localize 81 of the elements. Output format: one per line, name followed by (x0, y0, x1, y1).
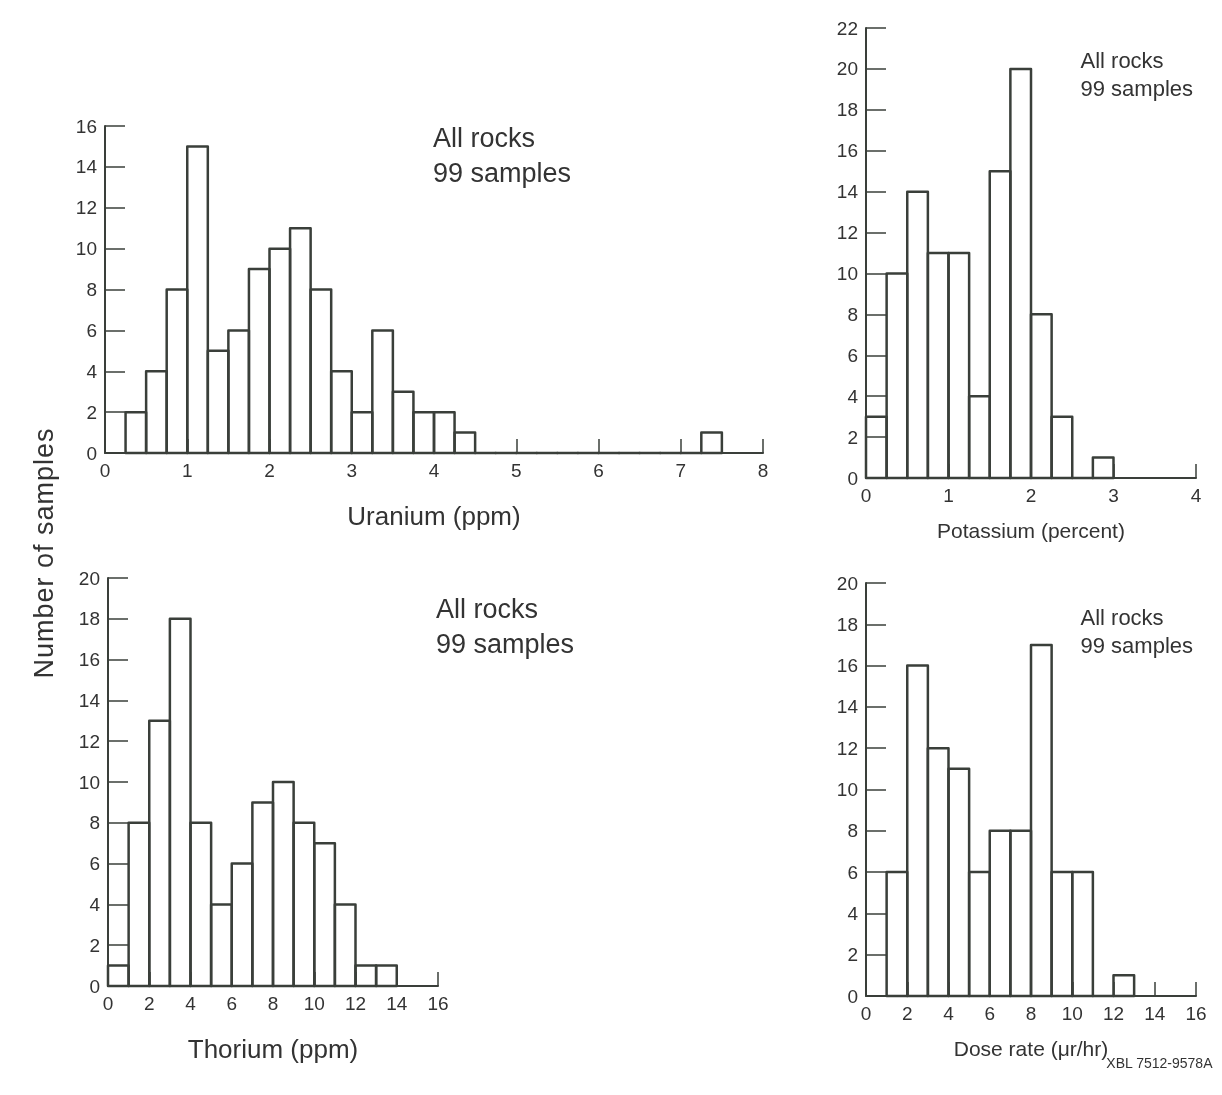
x-tick-label: 6 (593, 460, 604, 481)
y-tick-label: 18 (78, 608, 100, 630)
y-tick-label: 8 (847, 820, 858, 842)
y-axis-title: Number of samples (28, 427, 60, 679)
x-tick-label: 3 (1108, 485, 1119, 506)
x-tick-label: 14 (1144, 1003, 1166, 1024)
x-tick-label: 14 (386, 993, 408, 1014)
y-tick-label: 12 (836, 737, 858, 759)
y-tick-label: 20 (836, 58, 858, 80)
y-tick-label: 2 (86, 401, 97, 423)
x-tick-label: 2 (264, 460, 275, 481)
x-tick-label: 1 (943, 485, 954, 506)
x-tick-label: 2 (1025, 485, 1037, 506)
y-tick-label: 4 (847, 385, 859, 407)
y-tick-label: 8 (847, 303, 858, 325)
y-tick-label: 10 (836, 779, 858, 800)
x-tick-label: 6 (226, 993, 238, 1014)
x-axis-title: Uranium (ppm) (347, 501, 521, 531)
x-tick-label: 4 (943, 1003, 955, 1024)
y-tick-label: 10 (75, 238, 97, 260)
y-tick-label: 14 (836, 696, 859, 718)
x-tick-label: 4 (1190, 485, 1202, 506)
x-tick-label: 0 (860, 1003, 872, 1024)
y-tick-label: 12 (78, 730, 100, 752)
y-tick-label: 6 (847, 861, 858, 883)
x-tick-label: 7 (675, 460, 687, 481)
y-tick-label: 0 (86, 442, 97, 464)
y-tick-label: 2 (847, 944, 858, 966)
x-tick-label: 6 (984, 1003, 996, 1024)
x-tick-label: 8 (757, 460, 769, 481)
y-tick-label: 2 (89, 934, 100, 956)
x-tick-label: 2 (901, 1003, 913, 1024)
x-tick-label: 4 (428, 460, 440, 481)
y-tick-label: 12 (75, 197, 97, 219)
x-tick-label: 3 (346, 460, 358, 481)
y-tick-label: 6 (89, 853, 100, 875)
y-tick-label: 22 (836, 17, 858, 39)
annotation: All rocks 99 samples (436, 593, 575, 659)
y-tick-label: 8 (89, 812, 100, 834)
y-tick-label: 2 (847, 426, 858, 448)
x-tick-label: 10 (303, 993, 325, 1014)
y-tick-label: 14 (836, 181, 859, 203)
y-tick-label: 4 (86, 360, 98, 382)
x-tick-label: 0 (860, 485, 872, 506)
y-tick-label: 14 (75, 156, 98, 178)
x-tick-label: 5 (510, 460, 522, 481)
x-axis-title: Potassium (percent) (937, 519, 1125, 542)
y-tick-label: 20 (78, 567, 100, 589)
text: XBL 7512-9578A (1106, 1055, 1214, 1071)
y-tick-label: 16 (78, 649, 100, 671)
x-tick-label: 1 (181, 460, 193, 481)
y-tick-label: 8 (86, 279, 97, 300)
y-tick-label: 0 (89, 975, 100, 997)
x-tick-label: 8 (1025, 1003, 1037, 1024)
y-tick-label: 18 (836, 613, 858, 635)
annotation: All rocks 99 samples (433, 122, 572, 188)
y-tick-label: 4 (847, 902, 859, 924)
x-tick-label: 0 (102, 993, 114, 1014)
y-tick-label: 14 (78, 689, 101, 711)
y-tick-label: 6 (847, 344, 858, 366)
annotation: All rocks 99 samples (1080, 604, 1194, 658)
x-tick-label: 10 (1061, 1003, 1083, 1024)
x-tick-label: 8 (267, 993, 279, 1014)
x-tick-label: 12 (344, 993, 367, 1014)
x-tick-label: 4 (185, 993, 197, 1014)
x-tick-label: 12 (1102, 1003, 1125, 1024)
y-tick-label: 4 (89, 893, 101, 915)
y-tick-label: 16 (836, 655, 858, 677)
y-tick-label: 16 (836, 140, 858, 162)
x-tick-label: 2 (143, 993, 155, 1014)
y-tick-label: 12 (836, 222, 858, 244)
y-tick-label: 10 (836, 262, 858, 284)
x-tick-label: 16 (427, 993, 449, 1014)
x-axis-title: Thorium (ppm) (187, 1034, 359, 1064)
x-tick-label: 16 (1185, 1003, 1207, 1024)
y-tick-label: 18 (836, 99, 858, 121)
y-tick-label: 16 (75, 115, 97, 137)
y-tick-label: 10 (78, 771, 100, 793)
y-tick-label: 6 (86, 319, 97, 341)
y-tick-label: 20 (836, 572, 858, 594)
annotation: All rocks 99 samples (1080, 47, 1194, 101)
